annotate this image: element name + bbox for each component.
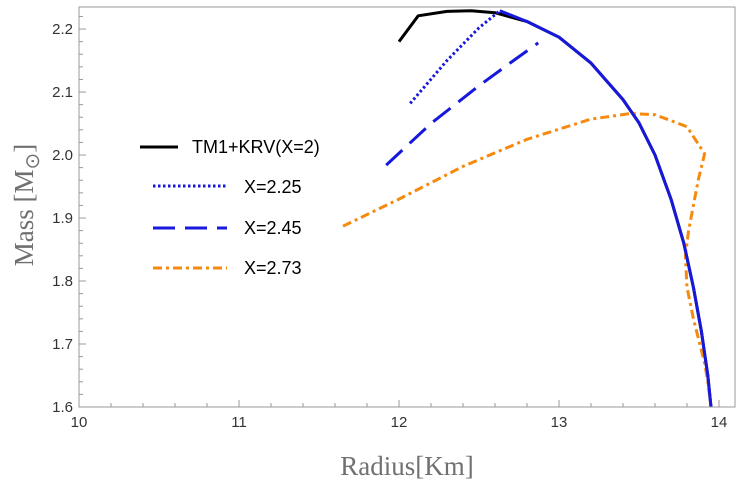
series-line-0 [397, 9, 713, 408]
y-tick-label-1.8: 1.8 [52, 273, 73, 290]
series-line-2 [385, 41, 540, 167]
legend-label-x225: X=2.25 [244, 177, 302, 197]
legend-item-x245: X=2.45 [153, 218, 302, 238]
y-tick-label-2.0: 2.0 [52, 147, 73, 164]
y-tick-label-1.6: 1.6 [52, 399, 73, 416]
y-axis-title-symbol: ⊙ [22, 153, 44, 170]
legend-item-tm1-krv: TM1+KRV(X=2) [140, 137, 320, 157]
x-tick-label-12: 12 [391, 414, 408, 431]
y-tick-label-1.9: 1.9 [52, 210, 73, 227]
legend-item-x225: X=2.25 [153, 177, 302, 197]
x-tick-label-11: 11 [231, 414, 247, 431]
x-tick-label-10: 10 [71, 414, 88, 431]
y-tick-label-2.2: 2.2 [52, 21, 73, 38]
series-line-4 [499, 9, 713, 408]
y-tick-label-1.7: 1.7 [52, 336, 73, 353]
legend-label-tm1-krv: TM1+KRV(X=2) [192, 137, 320, 157]
legend: TM1+KRV(X=2) X=2.25 X=2.45 X=2.73 [140, 137, 320, 278]
legend-label-x273: X=2.73 [244, 258, 302, 278]
axis-tick-labels: 10 11 12 13 14 1.6 1.7 1.8 1.9 2.0 2.1 2.2 [52, 21, 727, 431]
plot-frame [78, 6, 736, 408]
series-line-1 [409, 9, 501, 105]
legend-item-x273: X=2.73 [153, 258, 302, 278]
x-tick-label-14: 14 [711, 414, 728, 431]
x-tick-label-13: 13 [551, 414, 568, 431]
legend-label-x245: X=2.45 [244, 218, 302, 238]
y-tick-label-2.1: 2.1 [52, 84, 73, 101]
plot-lines [342, 9, 713, 408]
y-axis-title-group: Mass [M⊙] [9, 144, 44, 267]
x-axis-title: Radius[Km] [340, 451, 473, 481]
axis-ticks [78, 15, 720, 408]
series-line-3 [342, 112, 713, 408]
y-axis-title-text: Mass [M [9, 170, 39, 267]
y-axis-title: Mass [M⊙] [9, 144, 44, 267]
y-axis-title-close: ] [9, 144, 39, 153]
